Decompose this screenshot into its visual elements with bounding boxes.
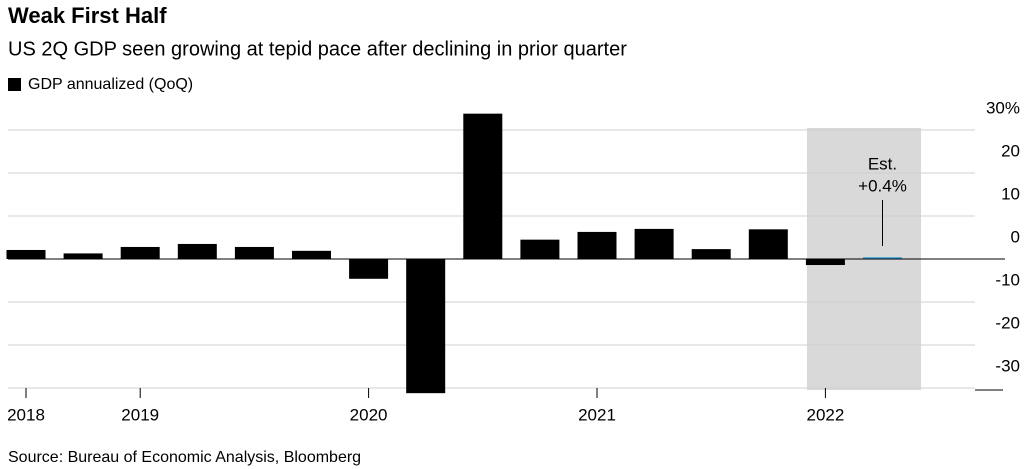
y-tick-label: -30 bbox=[995, 356, 1020, 375]
bar bbox=[63, 253, 103, 259]
bar bbox=[691, 249, 731, 259]
bar bbox=[406, 259, 446, 394]
y-tick-label: 0 bbox=[1011, 227, 1020, 246]
bar bbox=[463, 113, 503, 259]
y-tick-label: -10 bbox=[995, 270, 1020, 289]
x-tick-label: 2020 bbox=[350, 405, 388, 424]
annotation: +0.4% bbox=[858, 176, 907, 195]
bar bbox=[6, 249, 46, 259]
x-tick-label: 2018 bbox=[7, 405, 45, 424]
bar bbox=[120, 246, 160, 259]
source: Source: Bureau of Economic Analysis, Blo… bbox=[8, 449, 361, 466]
bar bbox=[577, 231, 617, 259]
bar bbox=[520, 239, 560, 259]
bar bbox=[634, 228, 674, 259]
x-tick-label: 2022 bbox=[806, 405, 844, 424]
x-tick-label: 2021 bbox=[578, 405, 616, 424]
chart-title: Weak First Half bbox=[8, 3, 167, 28]
bar bbox=[748, 229, 788, 259]
bar bbox=[349, 259, 389, 279]
legend-swatch bbox=[8, 78, 21, 91]
bar bbox=[805, 259, 845, 266]
x-tick-label: 2019 bbox=[121, 405, 159, 424]
legend-label: GDP annualized (QoQ) bbox=[28, 76, 193, 93]
y-tick-label: -20 bbox=[995, 313, 1020, 332]
bar bbox=[863, 257, 902, 260]
bar bbox=[292, 250, 331, 259]
y-tick-label: 10 bbox=[1001, 184, 1020, 203]
bar bbox=[234, 246, 274, 259]
chart-subtitle: US 2Q GDP seen growing at tepid pace aft… bbox=[8, 38, 627, 60]
bar bbox=[177, 243, 217, 259]
y-tick-label: 30% bbox=[986, 98, 1020, 117]
annotation: Est. bbox=[868, 154, 897, 173]
y-tick-label: 20 bbox=[1001, 141, 1020, 160]
